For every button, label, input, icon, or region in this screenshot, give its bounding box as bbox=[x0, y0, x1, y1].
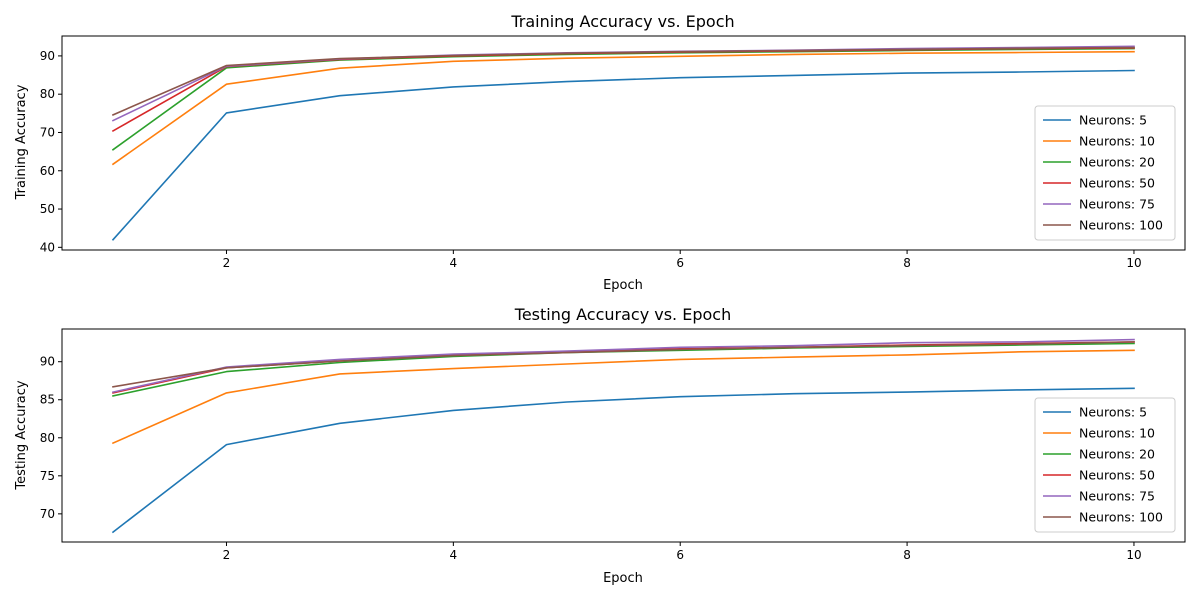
legend-label: Neurons: 100 bbox=[1079, 510, 1163, 525]
y-tick-label: 70 bbox=[40, 507, 55, 521]
legend-label: Neurons: 10 bbox=[1079, 426, 1155, 441]
series-line bbox=[111, 69, 1135, 241]
series-line bbox=[112, 338, 1135, 394]
axes-frame bbox=[61, 35, 1186, 251]
x-tick-label: 2 bbox=[223, 548, 231, 562]
legend-label: Neurons: 50 bbox=[1079, 468, 1155, 483]
y-tick-label: 60 bbox=[40, 164, 55, 178]
x-tick-label: 4 bbox=[450, 256, 458, 270]
legend-label: Neurons: 5 bbox=[1079, 113, 1147, 128]
y-axis-label: Testing Accuracy bbox=[14, 380, 29, 490]
legend-label: Neurons: 20 bbox=[1079, 155, 1155, 170]
x-axis-label: Epoch bbox=[603, 278, 643, 293]
x-tick-label: 6 bbox=[676, 548, 684, 562]
chart-title: Training Accuracy vs. Epoch bbox=[510, 12, 734, 31]
series-line bbox=[112, 341, 1135, 388]
y-tick-label: 80 bbox=[40, 431, 55, 445]
x-tick-label: 2 bbox=[223, 256, 231, 270]
y-tick-label: 40 bbox=[40, 240, 55, 254]
chart-title: Testing Accuracy vs. Epoch bbox=[514, 305, 731, 324]
legend-label: Neurons: 20 bbox=[1079, 447, 1155, 462]
series-line bbox=[111, 46, 1135, 116]
x-tick-label: 4 bbox=[450, 548, 458, 562]
series-line bbox=[111, 50, 1135, 166]
x-tick-label: 10 bbox=[1126, 548, 1141, 562]
y-tick-label: 75 bbox=[40, 469, 55, 483]
legend-label: Neurons: 75 bbox=[1079, 197, 1155, 212]
series-line bbox=[111, 349, 1135, 445]
training-accuracy-chart: Training Accuracy vs. Epoch Epoch Traini… bbox=[14, 12, 1186, 293]
x-axis-label: Epoch bbox=[603, 571, 643, 586]
y-tick-label: 90 bbox=[40, 355, 55, 369]
x-tick-label: 8 bbox=[903, 548, 911, 562]
legend-box bbox=[1034, 397, 1176, 533]
y-axis-label: Training Accuracy bbox=[14, 84, 29, 200]
y-tick-label: 50 bbox=[40, 202, 55, 216]
legend: Neurons: 5 Neurons: 10 Neurons: 20 Neurons:… bbox=[1034, 397, 1176, 533]
series-line bbox=[111, 387, 1135, 534]
y-tick-label: 80 bbox=[40, 87, 55, 101]
y-tick-label: 85 bbox=[40, 393, 55, 407]
y-tick-label: 90 bbox=[40, 49, 55, 63]
legend-label: Neurons: 100 bbox=[1079, 218, 1163, 233]
x-tick-label: 6 bbox=[676, 256, 684, 270]
legend-label: Neurons: 50 bbox=[1079, 176, 1155, 191]
y-tick-label: 70 bbox=[40, 125, 55, 139]
x-tick-label: 10 bbox=[1126, 256, 1141, 270]
legend-label: Neurons: 10 bbox=[1079, 134, 1155, 149]
testing-accuracy-chart: Testing Accuracy vs. Epoch Epoch Testing… bbox=[14, 305, 1186, 586]
x-tick-label: 8 bbox=[903, 256, 911, 270]
legend: Neurons: 5 Neurons: 10 Neurons: 20 Neurons:… bbox=[1034, 105, 1176, 241]
legend-label: Neurons: 75 bbox=[1079, 489, 1155, 504]
legend-label: Neurons: 5 bbox=[1079, 405, 1147, 420]
legend-box bbox=[1034, 105, 1176, 241]
axes-frame bbox=[61, 328, 1186, 543]
